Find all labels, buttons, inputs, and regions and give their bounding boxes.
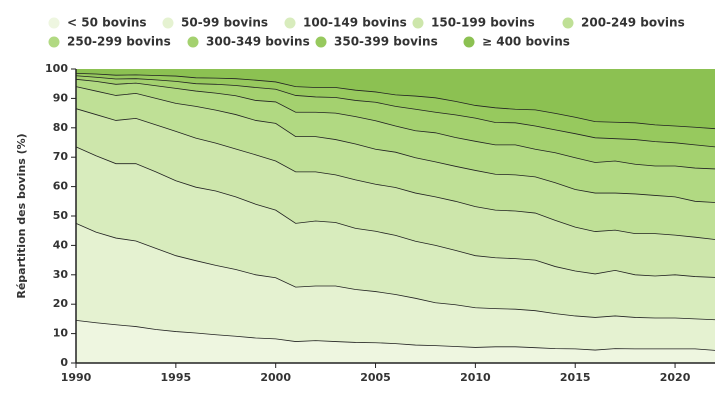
area — [76, 79, 715, 203]
boundary-line — [75, 146, 716, 278]
area — [76, 146, 715, 320]
x-tick-label: 2010 — [460, 371, 491, 384]
area — [76, 75, 715, 169]
boundary-line — [75, 73, 716, 130]
area — [76, 73, 715, 147]
legend-swatch — [48, 17, 60, 29]
x-tick-label: 2005 — [360, 371, 391, 384]
area — [76, 223, 715, 351]
legend-swatch — [48, 36, 60, 48]
x-tick-label: 1995 — [161, 371, 192, 384]
legend-swatch — [463, 36, 475, 48]
legend-label: < 50 bovins — [67, 16, 147, 30]
y-tick-label: 30 — [53, 268, 69, 281]
y-tick-label: 40 — [53, 238, 69, 251]
x-tick-label: 2000 — [260, 371, 291, 384]
y-tick-label: 60 — [53, 180, 69, 193]
legend-label: 100-149 bovins — [303, 16, 407, 30]
x-tick-label: 2020 — [660, 371, 691, 384]
legend-label: 350-399 bovins — [334, 35, 438, 49]
y-tick-label: 90 — [53, 91, 69, 104]
area — [76, 320, 715, 363]
y-tick-label: 0 — [60, 356, 68, 369]
boundary-line — [75, 86, 716, 203]
y-tick-label: 20 — [53, 297, 69, 310]
x-tick-label: 1990 — [61, 371, 92, 384]
y-tick-label: 70 — [53, 150, 69, 163]
boundary-line — [75, 108, 716, 240]
legend-swatch — [412, 17, 424, 29]
boundary-line — [75, 75, 716, 148]
legend-label: 250-299 bovins — [67, 35, 171, 49]
y-tick-label: 80 — [53, 121, 69, 134]
legend-label: ≥ 400 bovins — [482, 35, 570, 49]
boundary-line — [75, 319, 716, 351]
boundary-line — [75, 78, 716, 170]
legend-swatch — [162, 17, 174, 29]
y-tick-label: 100 — [45, 62, 68, 75]
legend-swatch — [187, 36, 199, 48]
area — [76, 108, 715, 278]
legend-label: 150-199 bovins — [431, 16, 535, 30]
legend-label: 200-249 bovins — [581, 16, 685, 30]
area — [76, 86, 715, 240]
legend-swatch — [562, 17, 574, 29]
boundary-line — [75, 222, 716, 321]
x-tick-label: 2015 — [560, 371, 591, 384]
y-tick-label: 50 — [53, 209, 69, 222]
area — [76, 69, 715, 129]
legend-swatch — [315, 36, 327, 48]
y-tick-label: 10 — [53, 327, 69, 340]
legend-label: 50-99 bovins — [181, 16, 268, 30]
legend-label: 300-349 bovins — [206, 35, 310, 49]
y-axis-label: Répartition des bovins (%) — [15, 133, 28, 298]
legend-swatch — [284, 17, 296, 29]
